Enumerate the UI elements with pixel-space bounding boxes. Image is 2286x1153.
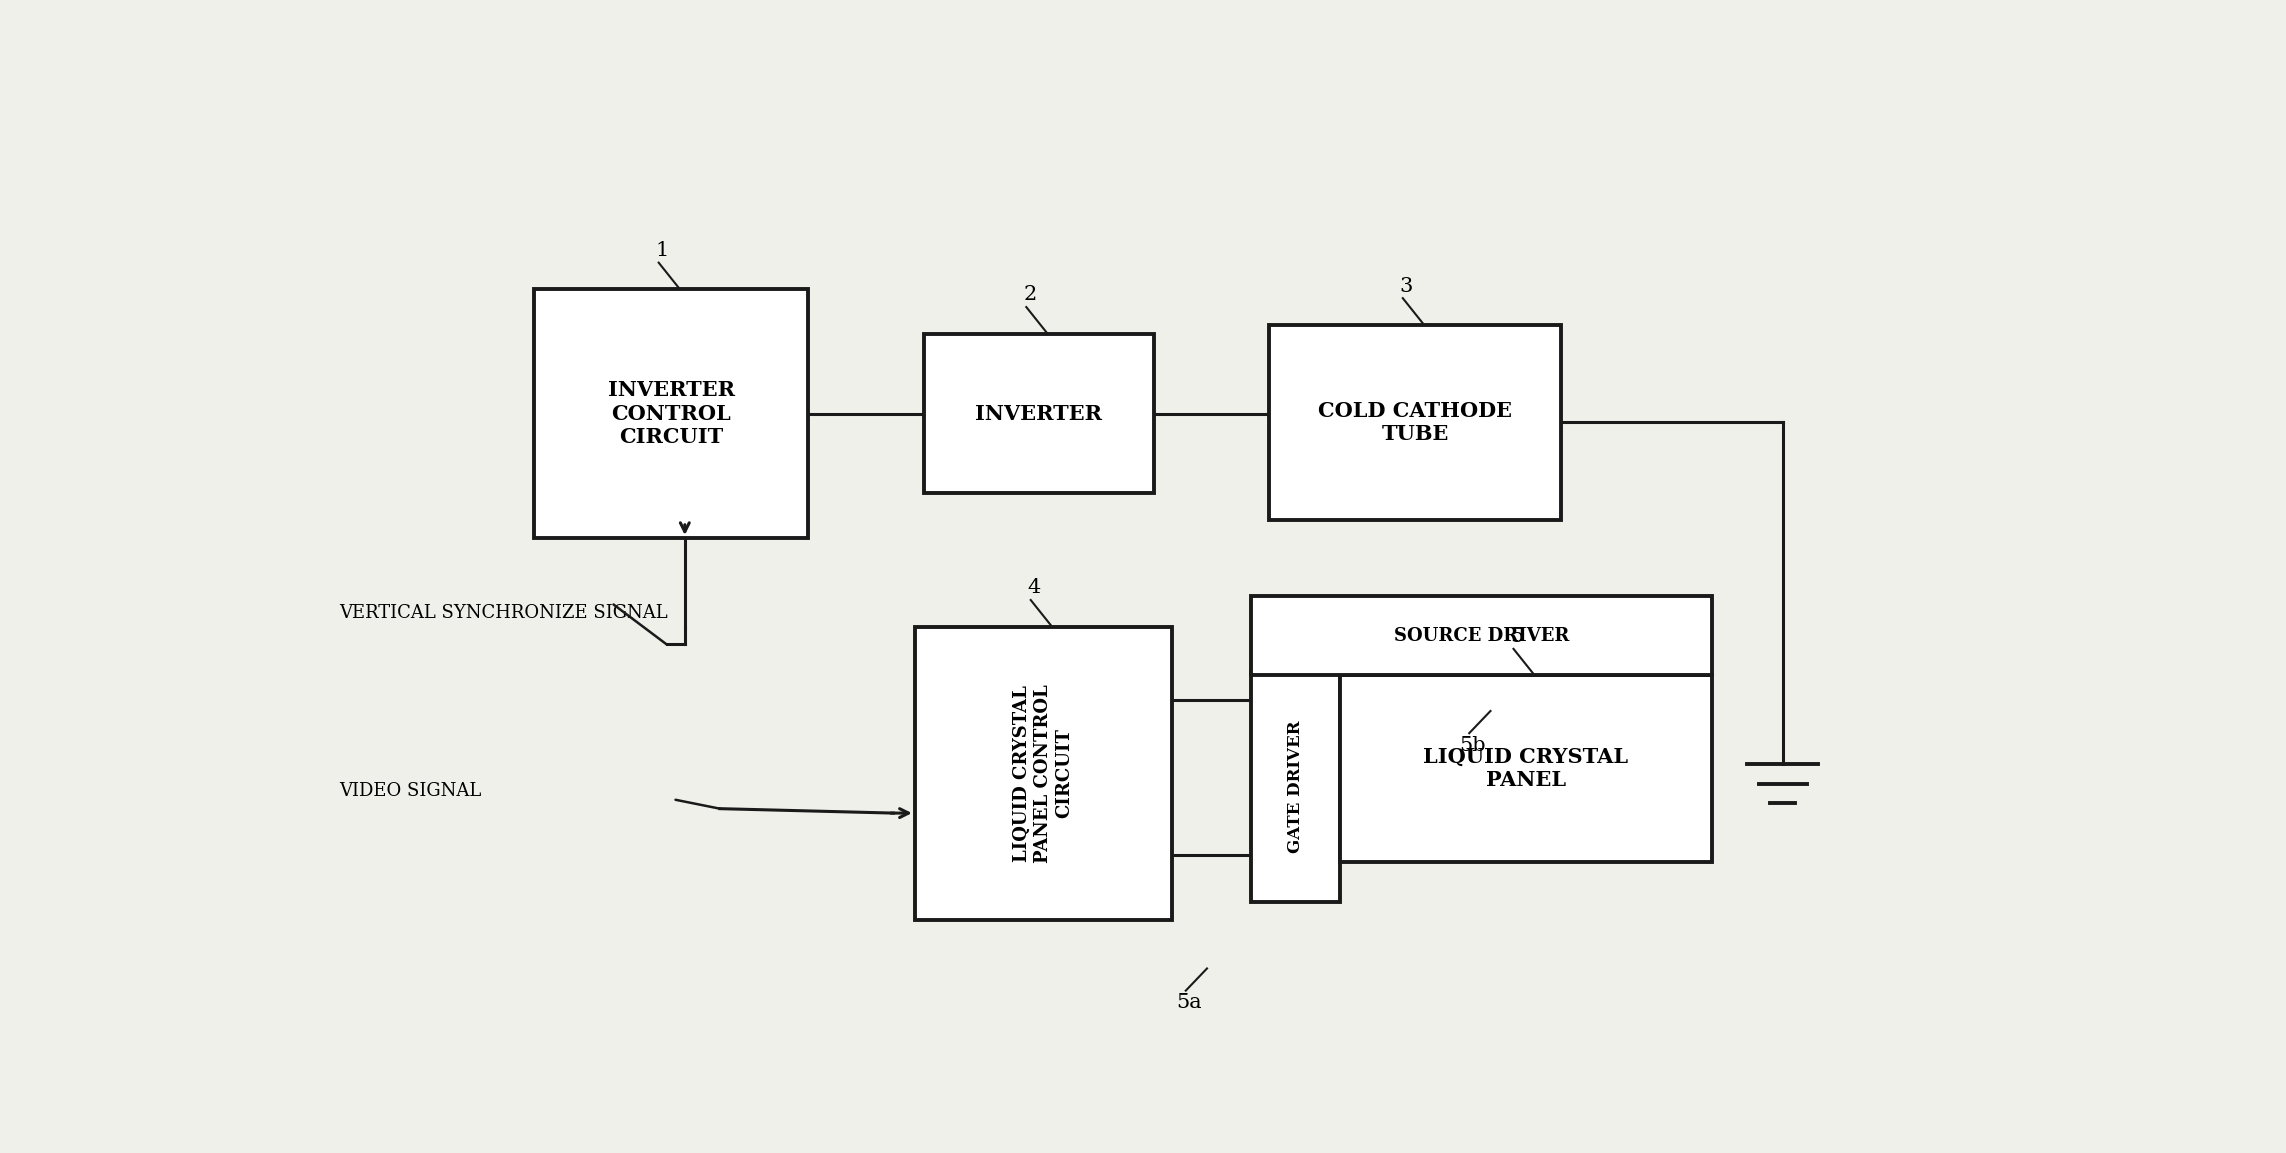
Text: SOURCE DRIVER: SOURCE DRIVER [1394,626,1568,645]
Text: LIQUID CRYSTAL
PANEL CONTROL
CIRCUIT: LIQUID CRYSTAL PANEL CONTROL CIRCUIT [1013,684,1072,862]
Bar [1250,671,1340,902]
Text: COLD CATHODE
TUBE: COLD CATHODE TUBE [1319,401,1511,444]
Bar [1269,325,1561,520]
Text: GATE DRIVER: GATE DRIVER [1287,721,1303,853]
Text: 5a: 5a [1177,994,1202,1012]
Text: VERTICAL SYNCHRONIZE SIGNAL: VERTICAL SYNCHRONIZE SIGNAL [338,604,668,623]
Bar [924,333,1154,493]
Text: 2: 2 [1024,286,1036,304]
Bar [535,289,809,537]
Text: 5: 5 [1511,627,1525,646]
Bar [914,627,1173,920]
Text: INVERTER: INVERTER [976,404,1102,423]
Text: VIDEO SIGNAL: VIDEO SIGNAL [338,782,480,800]
Text: 1: 1 [656,241,670,259]
Text: 5b: 5b [1458,736,1486,755]
Bar [1340,676,1712,862]
Text: LIQUID CRYSTAL
PANEL: LIQUID CRYSTAL PANEL [1424,747,1628,790]
Bar [1250,596,1712,676]
Text: 4: 4 [1029,579,1040,597]
Text: 3: 3 [1399,277,1413,295]
Text: INVERTER
CONTROL
CIRCUIT: INVERTER CONTROL CIRCUIT [608,380,734,446]
